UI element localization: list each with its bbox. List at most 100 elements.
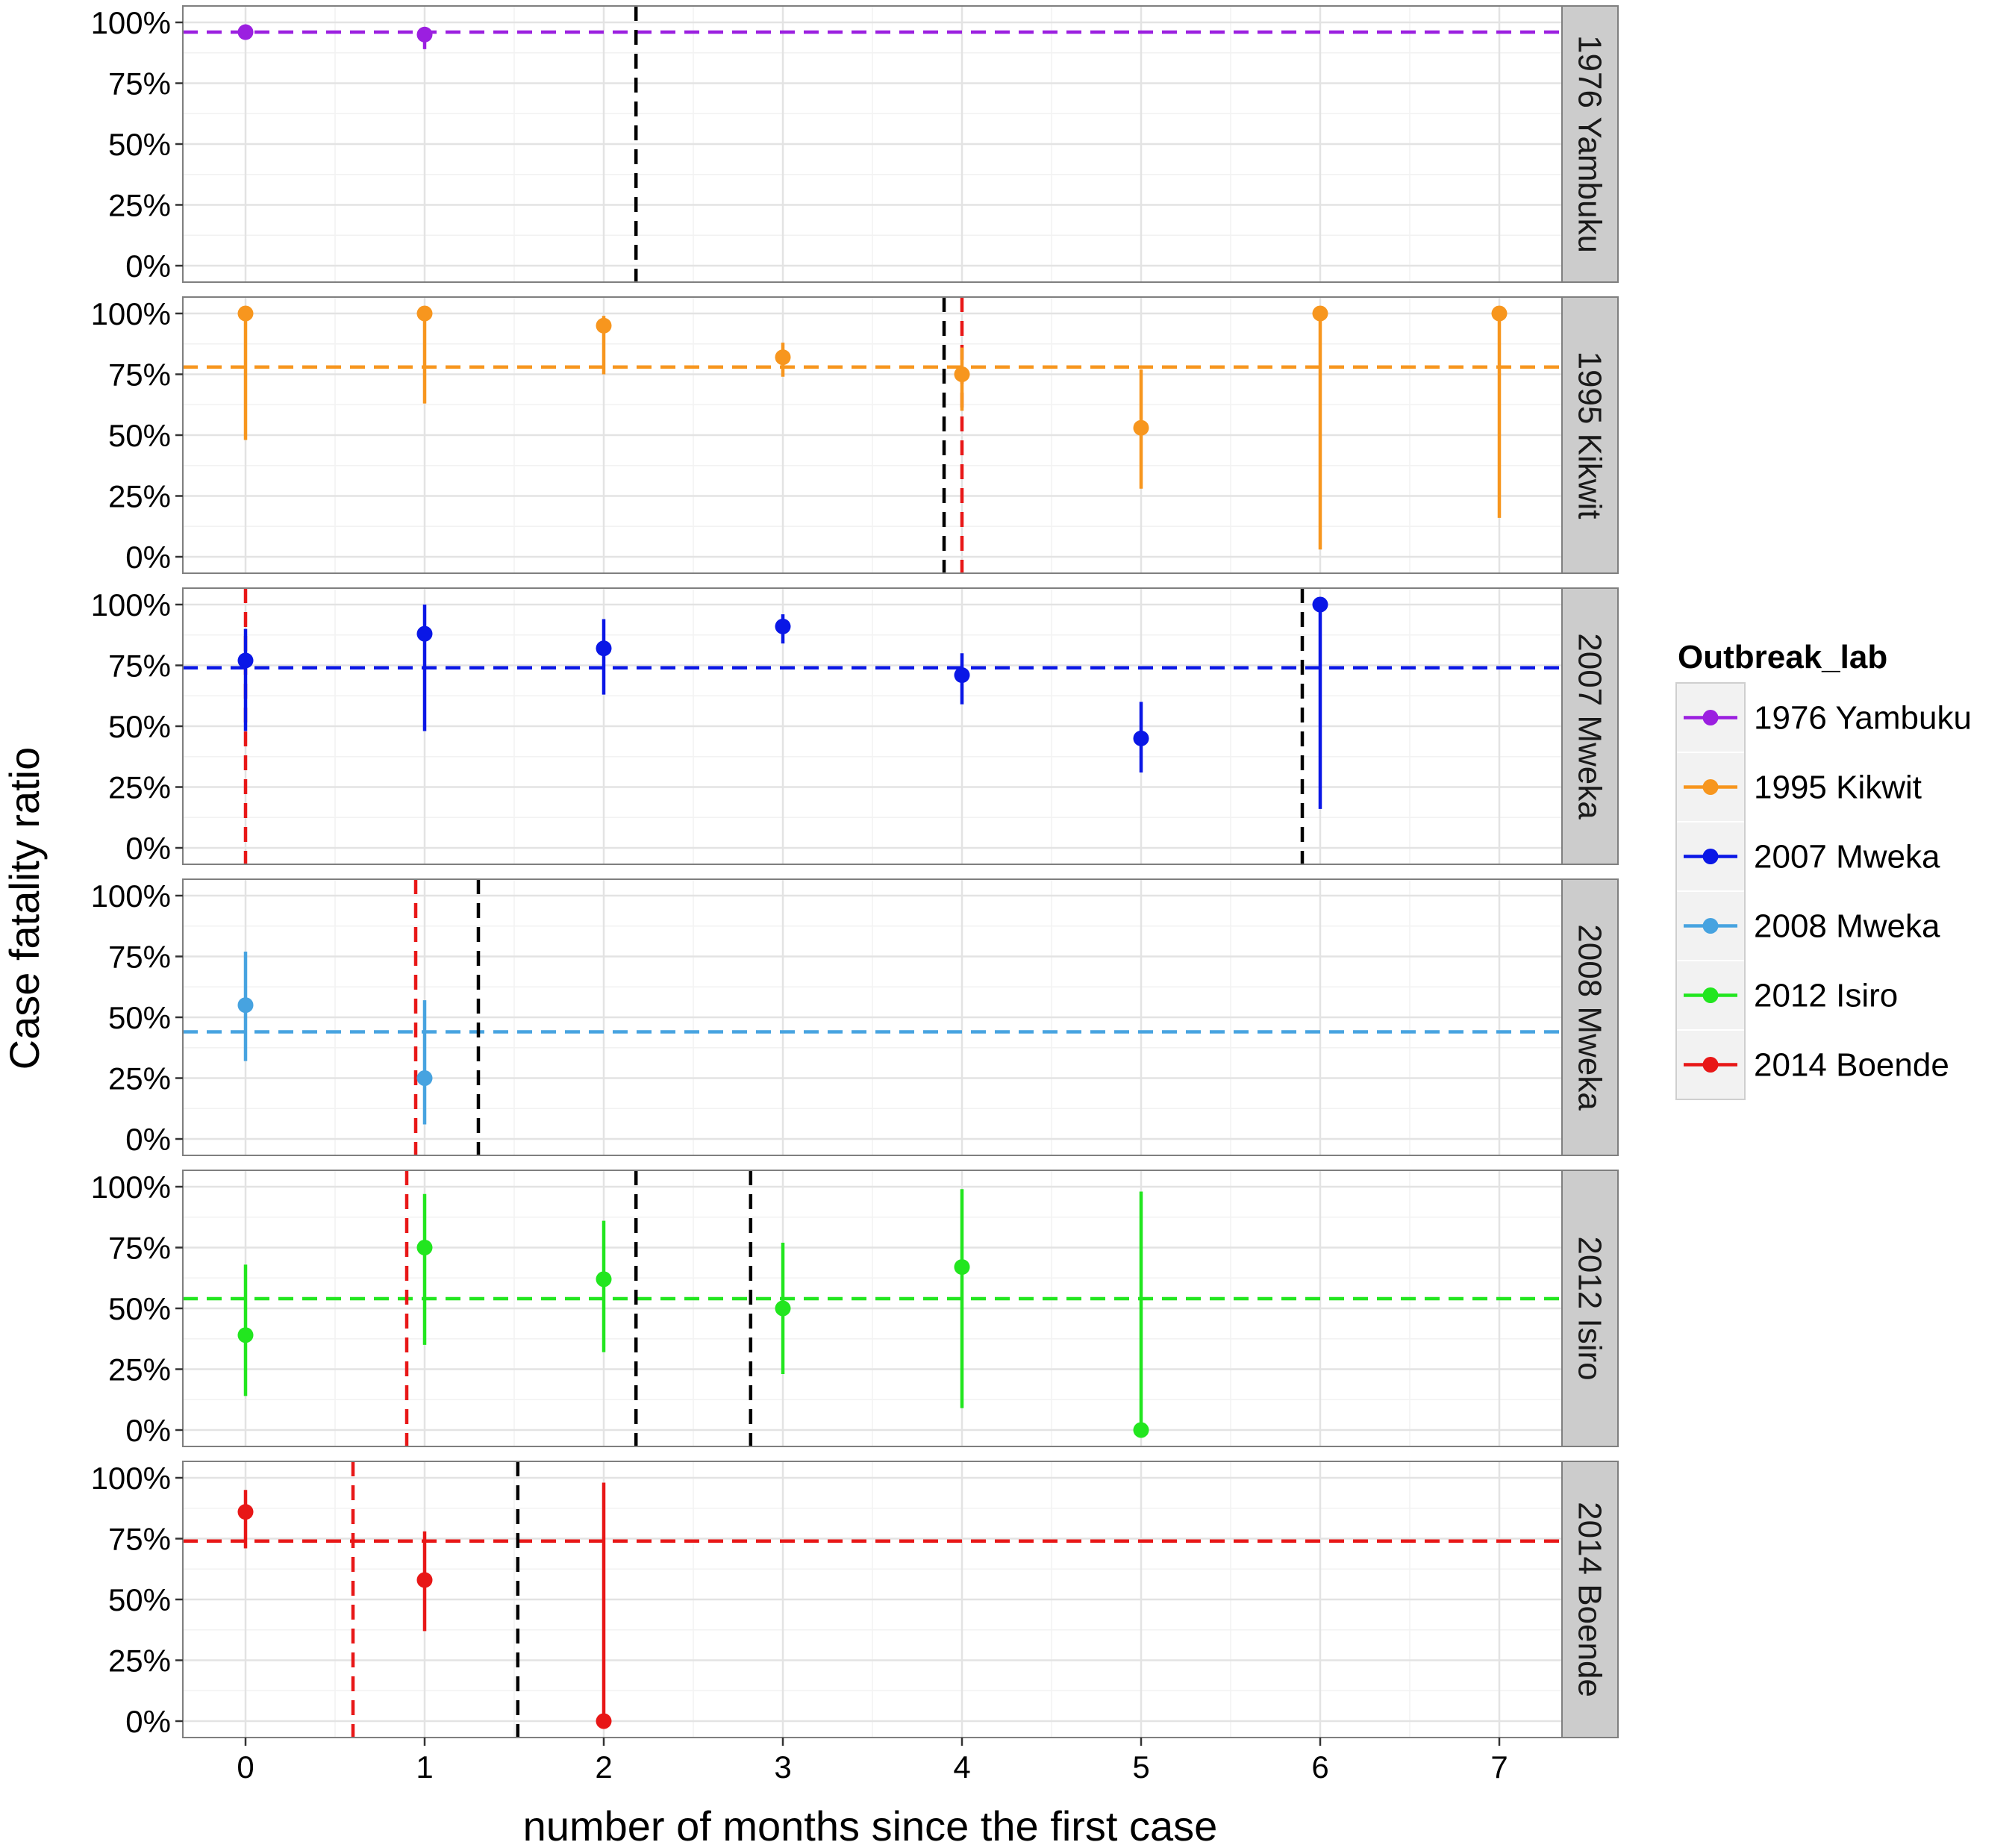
- data-point: [237, 24, 254, 40]
- facet-strip: [1561, 878, 1619, 1156]
- data-point: [237, 652, 254, 669]
- data-point: [416, 625, 433, 642]
- y-tick-label: 75%: [108, 649, 171, 684]
- data-point: [954, 1259, 970, 1276]
- legend: Outbreak_lab 1976 Yambuku 1995 Kikwit 2007…: [1675, 639, 1972, 1100]
- facet-2012-isiro: 0% 25% 50% 75% 100% 2012 Isiro: [91, 1170, 1619, 1448]
- legend-title: Outbreak_lab: [1678, 639, 1887, 675]
- data-point: [1133, 730, 1149, 746]
- facet-strip: [1561, 296, 1619, 574]
- facet-strip: [1561, 587, 1619, 865]
- y-tick-label: 75%: [108, 940, 171, 975]
- legend-label: 2014 Boende: [1754, 1047, 1949, 1084]
- y-tick-label: 0%: [125, 1122, 171, 1157]
- facet-strip-label: 1995 Kikwit: [1572, 351, 1608, 519]
- data-point: [1133, 1422, 1149, 1438]
- y-tick-label: 100%: [91, 5, 171, 40]
- y-tick-label: 0%: [125, 1413, 171, 1448]
- facet-1976-yambuku: 0% 25% 50% 75% 100% 1976 Yambuku: [91, 5, 1619, 284]
- y-tick-label: 25%: [108, 188, 171, 223]
- data-point: [1312, 305, 1328, 322]
- data-point: [775, 618, 791, 634]
- data-point: [954, 366, 970, 382]
- legend-key-point: [1702, 987, 1719, 1003]
- legend-key-point: [1702, 849, 1719, 864]
- y-tick-label: 100%: [91, 1170, 171, 1205]
- data-point: [416, 1240, 433, 1255]
- legend-key-point: [1702, 1057, 1719, 1073]
- x-tick-label: 5: [1132, 1749, 1149, 1785]
- facet-strip-label: 2014 Boende: [1572, 1502, 1608, 1697]
- y-tick-label: 75%: [108, 66, 171, 102]
- facet-1995-kikwit: 0% 25% 50% 75% 100% 1995 Kikwit: [91, 296, 1619, 575]
- legend-entry: 2007 Mweka: [1675, 821, 1940, 892]
- legend-key-point: [1702, 918, 1719, 934]
- data-point: [596, 640, 612, 657]
- y-tick-label: 0%: [125, 831, 171, 866]
- x-tick-label: 3: [774, 1749, 791, 1785]
- data-point: [237, 305, 254, 322]
- data-point: [1491, 305, 1508, 322]
- y-tick-label: 100%: [91, 587, 171, 622]
- legend-entry: 2012 Isiro: [1675, 960, 1898, 1031]
- y-tick-label: 50%: [108, 127, 171, 162]
- y-tick-label: 0%: [125, 249, 171, 284]
- y-tick-label: 100%: [91, 296, 171, 331]
- data-point: [775, 1300, 791, 1317]
- legend-key-point: [1702, 710, 1719, 725]
- x-axis-title: number of months since the first case: [523, 1802, 1218, 1848]
- data-point: [237, 1504, 254, 1520]
- y-tick-label: 25%: [108, 1643, 171, 1679]
- facet-2008-mweka: 0% 25% 50% 75% 100% 2008 Mweka: [91, 878, 1619, 1157]
- facet-strip-label: 2012 Isiro: [1572, 1236, 1608, 1380]
- data-point: [416, 305, 433, 322]
- legend-entry: 2008 Mweka: [1675, 890, 1940, 961]
- data-point: [237, 997, 254, 1014]
- legend-label: 1976 Yambuku: [1754, 700, 1972, 737]
- data-point: [775, 349, 791, 366]
- data-point: [596, 317, 612, 334]
- y-tick-label: 50%: [108, 709, 171, 744]
- data-point: [1133, 419, 1149, 436]
- facet-strip: [1561, 1170, 1619, 1447]
- y-tick-label: 25%: [108, 770, 171, 805]
- facet-strip: [1561, 5, 1619, 283]
- y-tick-label: 25%: [108, 1061, 171, 1096]
- facet-strip: [1561, 1461, 1619, 1738]
- x-tick-label: 2: [595, 1749, 612, 1785]
- legend-key-point: [1702, 779, 1719, 795]
- y-tick-label: 25%: [108, 479, 171, 514]
- legend-label: 1995 Kikwit: [1754, 770, 1922, 806]
- y-tick-label: 50%: [108, 1582, 171, 1617]
- x-tick-label: 0: [237, 1749, 254, 1785]
- data-point: [596, 1271, 612, 1287]
- y-tick-label: 50%: [108, 418, 171, 453]
- facet-2007-mweka: 0% 25% 50% 75% 100% 2007 Mweka: [91, 587, 1619, 866]
- y-tick-label: 100%: [91, 878, 171, 914]
- data-point: [954, 667, 970, 684]
- y-tick-label: 75%: [108, 358, 171, 393]
- facet-strip-label: 2008 Mweka: [1572, 924, 1608, 1111]
- legend-label: 2008 Mweka: [1754, 908, 1940, 945]
- data-point: [416, 1572, 433, 1588]
- data-point: [1312, 596, 1328, 613]
- data-point: [416, 1070, 433, 1086]
- facet-strip-label: 2007 Mweka: [1572, 633, 1608, 820]
- data-point: [237, 1327, 254, 1343]
- legend-label: 2012 Isiro: [1754, 978, 1898, 1014]
- y-axis-title: Case fatality ratio: [1, 747, 48, 1070]
- data-point: [596, 1713, 612, 1729]
- legend-entry: 1976 Yambuku: [1675, 682, 1972, 753]
- y-tick-label: 25%: [108, 1352, 171, 1387]
- facet-panels: 0% 25% 50% 75% 100% 1976 Yambuku 0% 25% 50% 75% 10…: [91, 5, 1619, 1739]
- y-tick-label: 0%: [125, 540, 171, 575]
- legend-entry: 1995 Kikwit: [1675, 752, 1922, 822]
- facet-strip-label: 1976 Yambuku: [1572, 35, 1608, 253]
- x-axis: 0 1 2 3 4 5 6 7: [237, 1738, 1508, 1785]
- y-tick-label: 0%: [125, 1704, 171, 1739]
- y-tick-label: 75%: [108, 1231, 171, 1266]
- x-tick-label: 1: [416, 1749, 433, 1785]
- x-tick-label: 4: [953, 1749, 970, 1785]
- facet-2014-boende: 0% 25% 50% 75% 100% 2014 Boende: [91, 1461, 1619, 1739]
